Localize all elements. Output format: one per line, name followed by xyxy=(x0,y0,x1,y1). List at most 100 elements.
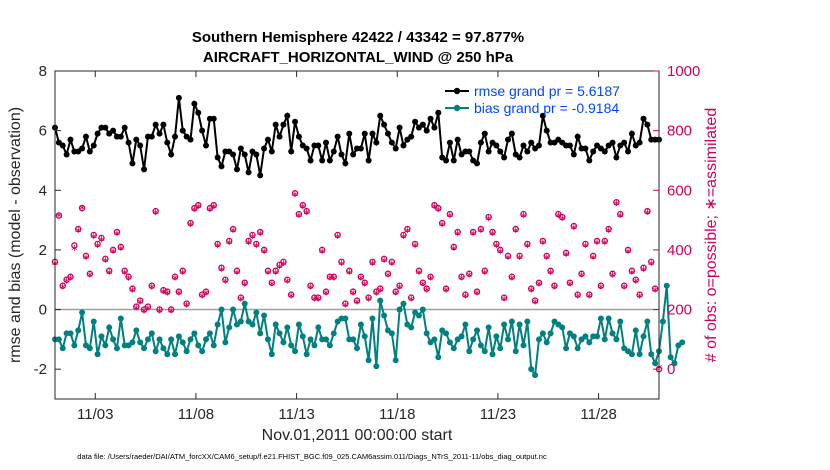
obs-possible-point xyxy=(605,225,612,233)
bias-point xyxy=(94,351,101,358)
bias-point xyxy=(431,336,438,343)
obs-possible-point xyxy=(109,246,117,254)
obs-possible-point xyxy=(376,285,384,292)
obs-possible-point xyxy=(462,291,469,298)
bias-point xyxy=(175,333,182,340)
bias-point xyxy=(547,330,554,337)
rmse-point xyxy=(508,130,515,137)
rmse-point xyxy=(257,172,264,179)
rmse-point xyxy=(582,145,589,152)
obs-assimilated-point: * xyxy=(257,229,264,244)
obs-possible-point xyxy=(210,201,217,209)
legend-bias-marker xyxy=(453,104,461,112)
obs-possible-point xyxy=(315,294,322,301)
obs-assimilated-point: * xyxy=(361,280,368,295)
bias-point xyxy=(377,297,384,304)
rmse-point xyxy=(628,130,635,137)
rmse-point xyxy=(334,133,341,140)
rmse-point xyxy=(388,139,395,146)
obs-assimilated-point: * xyxy=(470,229,477,244)
rmse-point xyxy=(288,148,295,155)
obs-possible-point xyxy=(415,267,423,275)
rmse-point xyxy=(454,136,461,143)
bias-point xyxy=(179,339,186,346)
obs-possible-point xyxy=(547,267,554,275)
obs-possible-point xyxy=(469,228,477,236)
obs-assimilated-point: * xyxy=(636,292,643,307)
obs-assimilated-point: * xyxy=(315,295,322,310)
obs-assimilated-point: * xyxy=(59,283,66,298)
obs-assimilated-point: * xyxy=(648,259,655,274)
obs-assimilated-point: * xyxy=(354,298,361,313)
obs-assimilated-point: * xyxy=(71,244,78,259)
obs-possible-point xyxy=(102,255,109,263)
obs-assimilated-point: * xyxy=(241,280,248,295)
obs-assimilated-point: * xyxy=(195,202,202,217)
obs-assimilated-point: * xyxy=(249,232,256,247)
obs-assimilated-point: * xyxy=(373,289,380,304)
obs-possible-point xyxy=(504,252,512,260)
obs-assimilated-point: * xyxy=(238,295,245,310)
obs-possible-point xyxy=(113,228,121,236)
obs-assimilated-point: * xyxy=(427,274,434,289)
bias-point xyxy=(446,339,453,346)
obs-possible-point xyxy=(404,225,411,233)
obs-assimilated-point: * xyxy=(265,268,272,283)
bias-point xyxy=(276,330,283,337)
obs-assimilated-point: * xyxy=(203,289,210,304)
obs-assimilated-point: * xyxy=(485,214,492,229)
obs-assimilated-point: * xyxy=(303,208,310,223)
bias-point xyxy=(381,312,388,319)
obs-assimilated-point: * xyxy=(292,190,299,205)
obs-assimilated-point: * xyxy=(75,226,82,241)
y-left-tick-label: 2 xyxy=(39,242,47,259)
bias-point xyxy=(113,345,120,352)
bias-point xyxy=(187,336,194,343)
obs-possible-point xyxy=(489,228,496,236)
y-right-tick-label: 0 xyxy=(667,361,675,378)
bias-point xyxy=(226,324,233,331)
bias-point xyxy=(582,333,589,340)
obs-assimilated-point: * xyxy=(532,298,539,313)
bias-point xyxy=(315,324,322,331)
bias-point xyxy=(361,333,368,340)
rmse-point xyxy=(369,130,376,137)
bias-point xyxy=(470,336,477,343)
obs-possible-point xyxy=(311,294,318,301)
bias-point xyxy=(79,309,86,316)
bias-point xyxy=(543,339,550,346)
obs-possible-point xyxy=(284,276,291,283)
obs-assimilated-point: * xyxy=(598,283,605,298)
rmse-point xyxy=(481,130,488,137)
rmse-point xyxy=(133,136,140,143)
obs-possible-point xyxy=(365,294,372,301)
obs-assimilated-point: * xyxy=(586,292,593,307)
obs-possible-point xyxy=(473,288,481,295)
bias-point xyxy=(67,330,74,337)
obs-assimilated-point: * xyxy=(543,253,550,268)
obs-possible-point xyxy=(648,258,655,266)
obs-assimilated-point: * xyxy=(369,259,376,274)
bias-point xyxy=(508,318,515,325)
bias-point xyxy=(408,324,415,331)
obs-possible-point xyxy=(493,240,500,248)
obs-assimilated-point: * xyxy=(540,238,547,253)
obs-possible-point xyxy=(566,279,574,286)
obs-assimilated-point: * xyxy=(269,280,276,295)
bias-point xyxy=(450,345,457,352)
obs-possible-point xyxy=(558,213,566,221)
rmse-point xyxy=(342,160,349,167)
y-left-tick-label: 4 xyxy=(39,182,47,199)
obs-possible-point xyxy=(225,237,233,245)
bias-point xyxy=(110,336,117,343)
rmse-point xyxy=(156,130,163,137)
obs-possible-point xyxy=(237,294,245,301)
rmse-point xyxy=(609,139,616,146)
x-tick-label: 11/23 xyxy=(480,406,516,423)
rmse-point xyxy=(295,133,302,140)
bias-point xyxy=(679,339,686,346)
rmse-point xyxy=(164,139,171,146)
bias-point xyxy=(663,282,670,289)
obs-possible-point xyxy=(485,213,492,221)
